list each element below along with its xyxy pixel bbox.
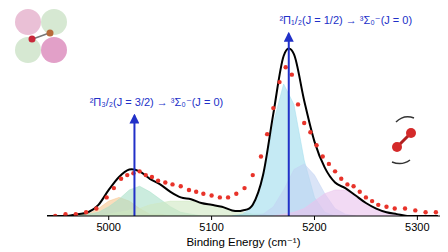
- annotation: ²Π₁/₂(J = 1/2) → ³Σ₀⁻(J = 0): [279, 14, 412, 26]
- data-point: [259, 154, 263, 158]
- data-point: [339, 177, 343, 181]
- data-point: [283, 65, 287, 69]
- data-point: [218, 195, 222, 199]
- data-point: [265, 132, 269, 136]
- data-point: [296, 102, 300, 106]
- data-point: [242, 186, 246, 190]
- plot-area: [47, 34, 438, 216]
- data-point: [94, 206, 98, 210]
- data-point: [345, 182, 349, 186]
- data-point: [156, 178, 160, 182]
- data-point: [271, 106, 275, 110]
- x-tick-label: 5100: [199, 221, 223, 233]
- data-point: [321, 154, 325, 158]
- data-point: [413, 208, 417, 212]
- data-point: [314, 143, 318, 147]
- data-point: [333, 169, 337, 173]
- data-point: [277, 80, 281, 84]
- x-axis-label: Binding Energy (cm⁻¹): [186, 236, 300, 248]
- data-point: [163, 180, 167, 184]
- data-point: [384, 205, 388, 209]
- data-point: [74, 212, 78, 216]
- data-point: [179, 184, 183, 188]
- data-point: [351, 184, 355, 188]
- x-axis: 5000 5100 5200 5300: [47, 216, 440, 233]
- data-point: [434, 210, 438, 214]
- x-tick: [417, 216, 418, 220]
- data-point: [423, 210, 427, 214]
- fit-line: [47, 49, 438, 216]
- transition-arrow: [288, 34, 290, 216]
- chart: 5000 5100 5200 5300 Binding Energy (cm⁻¹) ²Π₃…: [0, 0, 448, 252]
- data-point: [119, 177, 123, 181]
- annotation: ²Π₃/₂(J = 3/2) → ³Σ₀⁻(J = 0): [90, 96, 224, 108]
- transition-arrow: [133, 116, 135, 216]
- data-point: [376, 203, 380, 207]
- data-point: [234, 191, 238, 195]
- x-tick-label: 5000: [96, 221, 120, 233]
- x-axis-line: [47, 216, 440, 217]
- data-point: [290, 72, 294, 76]
- data-point: [170, 182, 174, 186]
- orbital-icon: [15, 9, 67, 63]
- data-point: [63, 212, 67, 216]
- data-point: [358, 190, 362, 194]
- data-point: [84, 210, 88, 214]
- x-tick-label: 5300: [405, 221, 429, 233]
- x-tick: [314, 216, 315, 220]
- data-point: [308, 130, 312, 134]
- data-point: [364, 195, 368, 199]
- data-point: [187, 188, 191, 192]
- data-point: [327, 162, 331, 166]
- data-point: [393, 206, 397, 210]
- data-point: [150, 175, 154, 179]
- x-tick: [108, 216, 109, 220]
- x-tick-label: 5200: [302, 221, 326, 233]
- data-point: [112, 186, 116, 190]
- data-point: [251, 173, 255, 177]
- data-point: [137, 169, 141, 173]
- data-point: [104, 195, 108, 199]
- data-point: [226, 195, 230, 199]
- data-point: [403, 206, 407, 210]
- data-point: [144, 173, 148, 177]
- data-point: [370, 199, 374, 203]
- data-point: [201, 191, 205, 195]
- molecule-icon: [392, 117, 416, 164]
- x-tick: [211, 216, 212, 220]
- data-point: [209, 193, 213, 197]
- data-point: [302, 121, 306, 125]
- data-point: [125, 173, 129, 177]
- data-point: [194, 190, 198, 194]
